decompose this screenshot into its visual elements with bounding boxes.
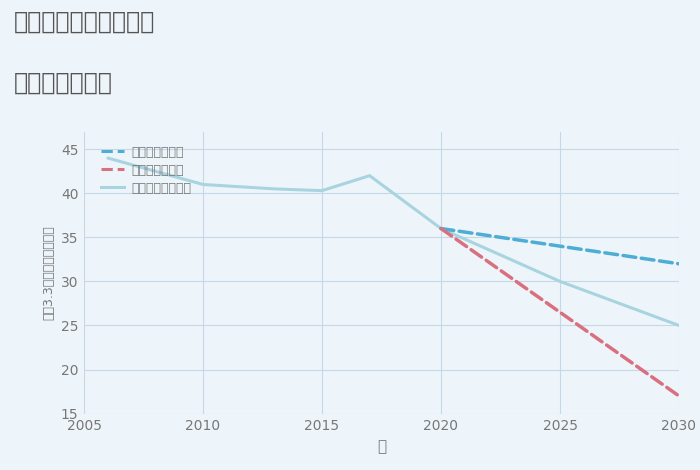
Legend: グッドシナリオ, バッドシナリオ, ノーマルシナリオ: グッドシナリオ, バッドシナリオ, ノーマルシナリオ <box>96 141 196 200</box>
Text: 愛知県岡崎市大平町の: 愛知県岡崎市大平町の <box>14 9 155 33</box>
Y-axis label: 坪（3.3㎡）単価（万円）: 坪（3.3㎡）単価（万円） <box>42 225 55 320</box>
Text: 土地の価格推移: 土地の価格推移 <box>14 70 113 94</box>
X-axis label: 年: 年 <box>377 439 386 454</box>
